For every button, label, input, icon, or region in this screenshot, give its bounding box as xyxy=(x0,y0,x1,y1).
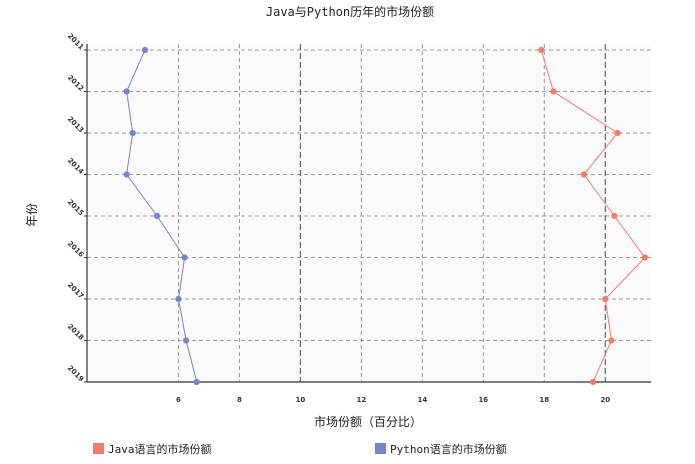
data-point xyxy=(182,337,190,344)
data-point xyxy=(641,254,649,261)
x-tick-label: 8 xyxy=(237,396,242,404)
data-point xyxy=(614,129,621,137)
data-point xyxy=(538,46,545,54)
x-tick-label: 20 xyxy=(600,396,610,404)
data-point xyxy=(141,46,149,54)
data-point xyxy=(181,254,188,261)
y-tick-labels: 2011 2012 2013 2014 2015 2016 2017 2018 2019 xyxy=(66,32,87,384)
data-point xyxy=(123,171,130,178)
y-tick-label: 2015 xyxy=(66,198,86,218)
legend: Java语言的市场份额 Python语言的市场份额 xyxy=(93,442,507,456)
x-tick-label: 18 xyxy=(539,396,549,404)
y-tick-label: 2013 xyxy=(66,115,86,135)
data-point xyxy=(580,171,588,178)
grid xyxy=(87,44,651,383)
y-tick-label: 2017 xyxy=(66,281,86,301)
data-point xyxy=(123,88,130,95)
x-tick-label: 16 xyxy=(478,396,488,404)
x-tick-label: 10 xyxy=(296,396,306,404)
legend-label-java: Java语言的市场份额 xyxy=(108,442,212,456)
y-axis-title: 年份 xyxy=(25,203,39,227)
data-point xyxy=(550,88,557,95)
axes xyxy=(86,44,651,383)
data-point xyxy=(608,337,615,344)
x-axis-title: 市场份额（百分比） xyxy=(314,414,422,429)
data-point xyxy=(175,295,182,303)
y-tick-label: 2016 xyxy=(66,239,86,259)
data-point xyxy=(154,212,161,220)
series xyxy=(123,46,649,386)
data-point xyxy=(589,378,597,386)
chart-title: Java与Python历年的市场份额 xyxy=(266,4,434,19)
x-tick-label: 12 xyxy=(357,396,367,404)
x-tick-label: 6 xyxy=(176,396,181,404)
data-point xyxy=(193,378,200,386)
y-tick-label: 2019 xyxy=(66,364,86,384)
legend-swatch-java xyxy=(93,443,104,454)
y-tick-label: 2014 xyxy=(66,156,86,176)
legend-swatch-python xyxy=(375,443,386,454)
data-point xyxy=(602,295,609,303)
x-tick-label: 14 xyxy=(417,396,427,404)
data-point xyxy=(129,129,136,137)
y-tick-label: 2012 xyxy=(66,73,86,93)
plot-area xyxy=(87,44,651,382)
data-point xyxy=(611,212,618,220)
y-tick-label: 2011 xyxy=(66,32,86,52)
legend-label-python: Python语言的市场份额 xyxy=(390,442,507,456)
x-tick-labels: 6 8 10 12 14 16 18 20 xyxy=(176,396,610,404)
y-tick-label: 2018 xyxy=(66,322,86,342)
